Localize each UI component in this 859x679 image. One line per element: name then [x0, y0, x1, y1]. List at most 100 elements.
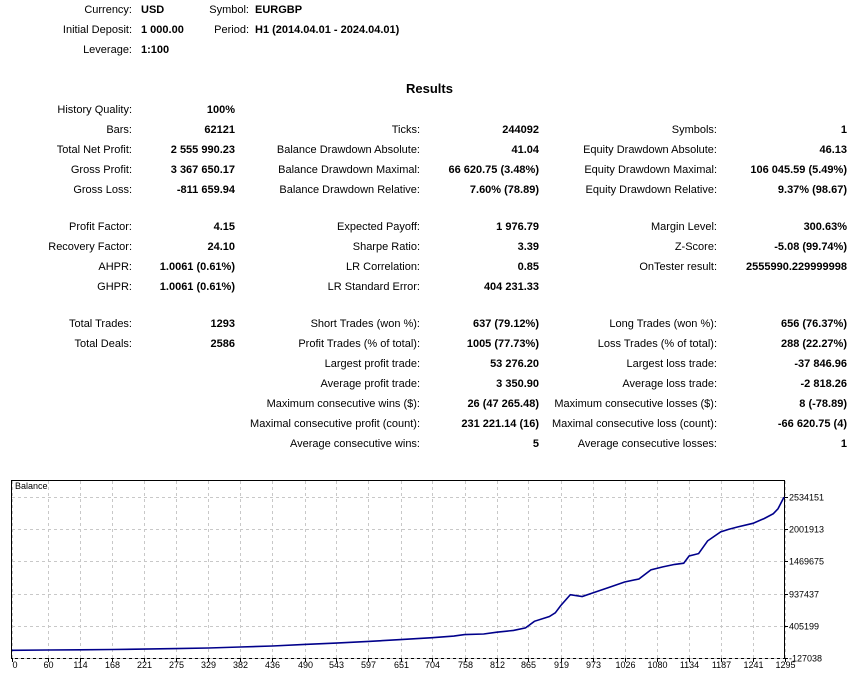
x-tick-label: 704 [425, 660, 440, 670]
stat-value: 41.04 [511, 144, 539, 156]
period-label: Period: [214, 24, 249, 36]
stat-label: Average loss trade: [622, 378, 717, 390]
stat-label: History Quality: [57, 104, 132, 116]
stat-value: 3.39 [517, 241, 539, 253]
stat-value: 231 221.14 (16) [461, 418, 539, 430]
initial-deposit-label: Initial Deposit: [62, 24, 132, 36]
x-tick-label: 973 [586, 660, 601, 670]
stat-value: 7.60% (78.89) [469, 184, 539, 196]
stat-value: 1005 (77.73%) [466, 338, 539, 350]
stat-label: Long Trades (won %): [609, 318, 717, 330]
stat-label: LR Standard Error: [327, 281, 420, 293]
leverage-value: 1:100 [141, 44, 170, 56]
stat-value: 1 [840, 438, 847, 450]
stat-value: 24.10 [207, 241, 235, 253]
x-tick-label: 0 [13, 660, 18, 670]
symbol-label: Symbol: [209, 4, 249, 16]
stat-value: 8 (-78.89) [799, 398, 847, 410]
stat-label: Expected Payoff: [337, 221, 420, 233]
x-tick-label: 221 [137, 660, 152, 670]
stat-label: Maximal consecutive loss (count): [551, 418, 717, 430]
stat-label: Average profit trade: [320, 378, 420, 390]
x-tick-label: 1295 [775, 660, 795, 670]
balance-chart: Balance 0 60 114 168 221 275 329 382 436 490 543 59… [11, 480, 824, 670]
x-tick-label: 1080 [647, 660, 667, 670]
x-tick-label: 597 [361, 660, 376, 670]
y-tick-label: 2001913 [789, 525, 824, 535]
x-tick-label: 490 [298, 660, 313, 670]
stat-label: Largest loss trade: [626, 358, 718, 370]
y-tick-label: -127038 [789, 654, 822, 664]
stat-label: Profit Trades (% of total): [298, 338, 420, 350]
results-title: Results [406, 81, 453, 96]
stat-value: 3 367 650.17 [170, 164, 235, 176]
y-axis-ticks: 2534151 2001913 1469675 937437 405199 -127038 [784, 493, 824, 664]
x-axis-ticks: 0 60 114 168 221 275 329 382 436 490 543 597 651 704 7… [12, 658, 796, 670]
x-tick-label: 114 [73, 660, 87, 670]
stat-label: Symbols: [671, 124, 717, 136]
stat-value: -5.08 (99.74%) [774, 241, 847, 253]
stat-value: -66 620.75 (4) [777, 418, 847, 430]
initial-deposit-value: 1 000.00 [141, 24, 184, 36]
stat-value: 1.0061 (0.61%) [159, 261, 235, 273]
stat-value: 106 045.59 (5.49%) [750, 164, 847, 176]
stat-label: Average consecutive losses: [577, 438, 717, 450]
x-tick-label: 543 [329, 660, 344, 670]
x-tick-label: 812 [490, 660, 505, 670]
stat-label: Total Net Profit: [56, 144, 132, 156]
x-tick-label: 275 [169, 660, 184, 670]
stat-label: Sharpe Ratio: [352, 241, 420, 253]
stat-label: Balance Drawdown Maximal: [278, 164, 420, 176]
y-tick-label: 937437 [789, 590, 819, 600]
stat-value: 656 (76.37%) [780, 318, 847, 330]
stat-value: 300.63% [803, 221, 847, 233]
stat-value: 244092 [502, 124, 539, 136]
y-tick-label: 405199 [789, 622, 819, 632]
x-tick-label: 436 [265, 660, 280, 670]
stat-label: Maximal consecutive profit (count): [250, 418, 420, 430]
stat-value: 637 (79.12%) [472, 318, 539, 330]
stat-label: Largest profit trade: [324, 358, 420, 370]
x-tick-label: 382 [233, 660, 248, 670]
plot-area [11, 480, 785, 659]
x-tick-label: 758 [458, 660, 473, 670]
x-tick-label: 651 [394, 660, 409, 670]
stat-value: 62121 [204, 124, 235, 136]
stat-label: Profit Factor: [69, 221, 132, 233]
chart-grid [12, 481, 786, 659]
stat-label: OnTester result: [639, 261, 717, 273]
stat-label: Maximum consecutive wins ($): [266, 398, 420, 410]
leverage-label: Leverage: [83, 44, 132, 56]
x-tick-label: 168 [105, 660, 120, 670]
stat-value: 5 [532, 438, 539, 450]
stat-value: -811 659.94 [176, 184, 235, 196]
stat-label: Equity Drawdown Absolute: [583, 144, 717, 156]
stat-value: 100% [206, 104, 235, 116]
stat-value: 404 231.33 [483, 281, 539, 293]
x-tick-label: 1026 [615, 660, 635, 670]
stat-label: Margin Level: [650, 221, 717, 233]
stat-value: 46.13 [819, 144, 847, 156]
stat-label: Z-Score: [674, 241, 717, 253]
stat-value: 0.85 [517, 261, 539, 273]
x-tick-label: 60 [43, 660, 53, 670]
y-tick-label: 1469675 [789, 557, 824, 567]
currency-label: Currency: [84, 4, 132, 16]
stat-label: Total Trades: [69, 318, 132, 330]
stat-label: Gross Loss: [73, 184, 132, 196]
stat-label: Equity Drawdown Relative: [585, 184, 717, 196]
stat-label: Balance Drawdown Absolute: [276, 144, 420, 156]
stat-value: 1.0061 (0.61%) [159, 281, 235, 293]
stat-label: Equity Drawdown Maximal: [584, 164, 717, 176]
stat-label: Bars: [106, 124, 132, 136]
stat-label: Maximum consecutive losses ($): [554, 398, 717, 410]
x-tick-label: 1134 [680, 660, 699, 670]
stat-label: LR Correlation: [346, 261, 420, 273]
stat-value: 3 350.90 [496, 378, 539, 390]
stat-value: 53 276.20 [490, 358, 539, 370]
stat-value: 2586 [210, 338, 235, 350]
currency-value: USD [141, 4, 165, 16]
stat-label: Loss Trades (% of total): [597, 338, 717, 350]
stat-value: 1 [840, 124, 847, 136]
stat-value: 1293 [210, 318, 235, 330]
